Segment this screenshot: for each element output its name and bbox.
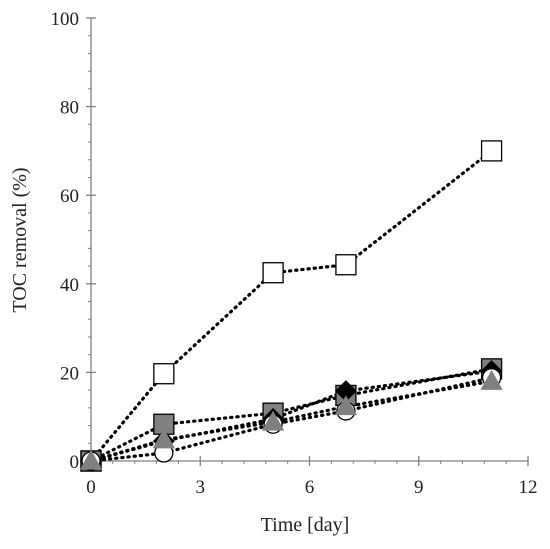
- series-1-point: [153, 363, 175, 385]
- series-3-line: [89, 369, 494, 463]
- x-axis-label: Time [day]: [261, 514, 350, 536]
- series-1-point: [262, 262, 284, 284]
- series-1-line: [89, 149, 494, 463]
- series-5-point: [261, 410, 285, 431]
- series-layer: [79, 140, 503, 472]
- y-tick-label: 40: [60, 275, 79, 296]
- series-2-line: [89, 367, 494, 463]
- series-5-point: [152, 428, 175, 449]
- x-tick-label: 6: [305, 477, 315, 498]
- x-tick-label: 3: [196, 477, 206, 498]
- y-axis-label: TOC removal (%): [9, 167, 31, 312]
- series-1-point: [480, 140, 503, 162]
- series-5-point: [480, 369, 503, 390]
- x-tick-label: 12: [519, 477, 538, 498]
- y-tick-label: 60: [60, 186, 79, 207]
- y-tick-label: 0: [70, 452, 80, 473]
- series-1-point: [335, 254, 357, 276]
- ticks: 0 20 40 60 80 100 0 3 6 9 12: [51, 9, 538, 498]
- series-5-point: [334, 395, 358, 416]
- series-5-point: [79, 449, 103, 470]
- y-tick-label: 20: [60, 363, 79, 384]
- x-tick-label: 0: [86, 477, 96, 498]
- y-tick-label: 100: [51, 9, 80, 30]
- x-tick-label: 9: [414, 477, 424, 498]
- axes: [90, 18, 528, 462]
- y-tick-label: 80: [60, 98, 79, 119]
